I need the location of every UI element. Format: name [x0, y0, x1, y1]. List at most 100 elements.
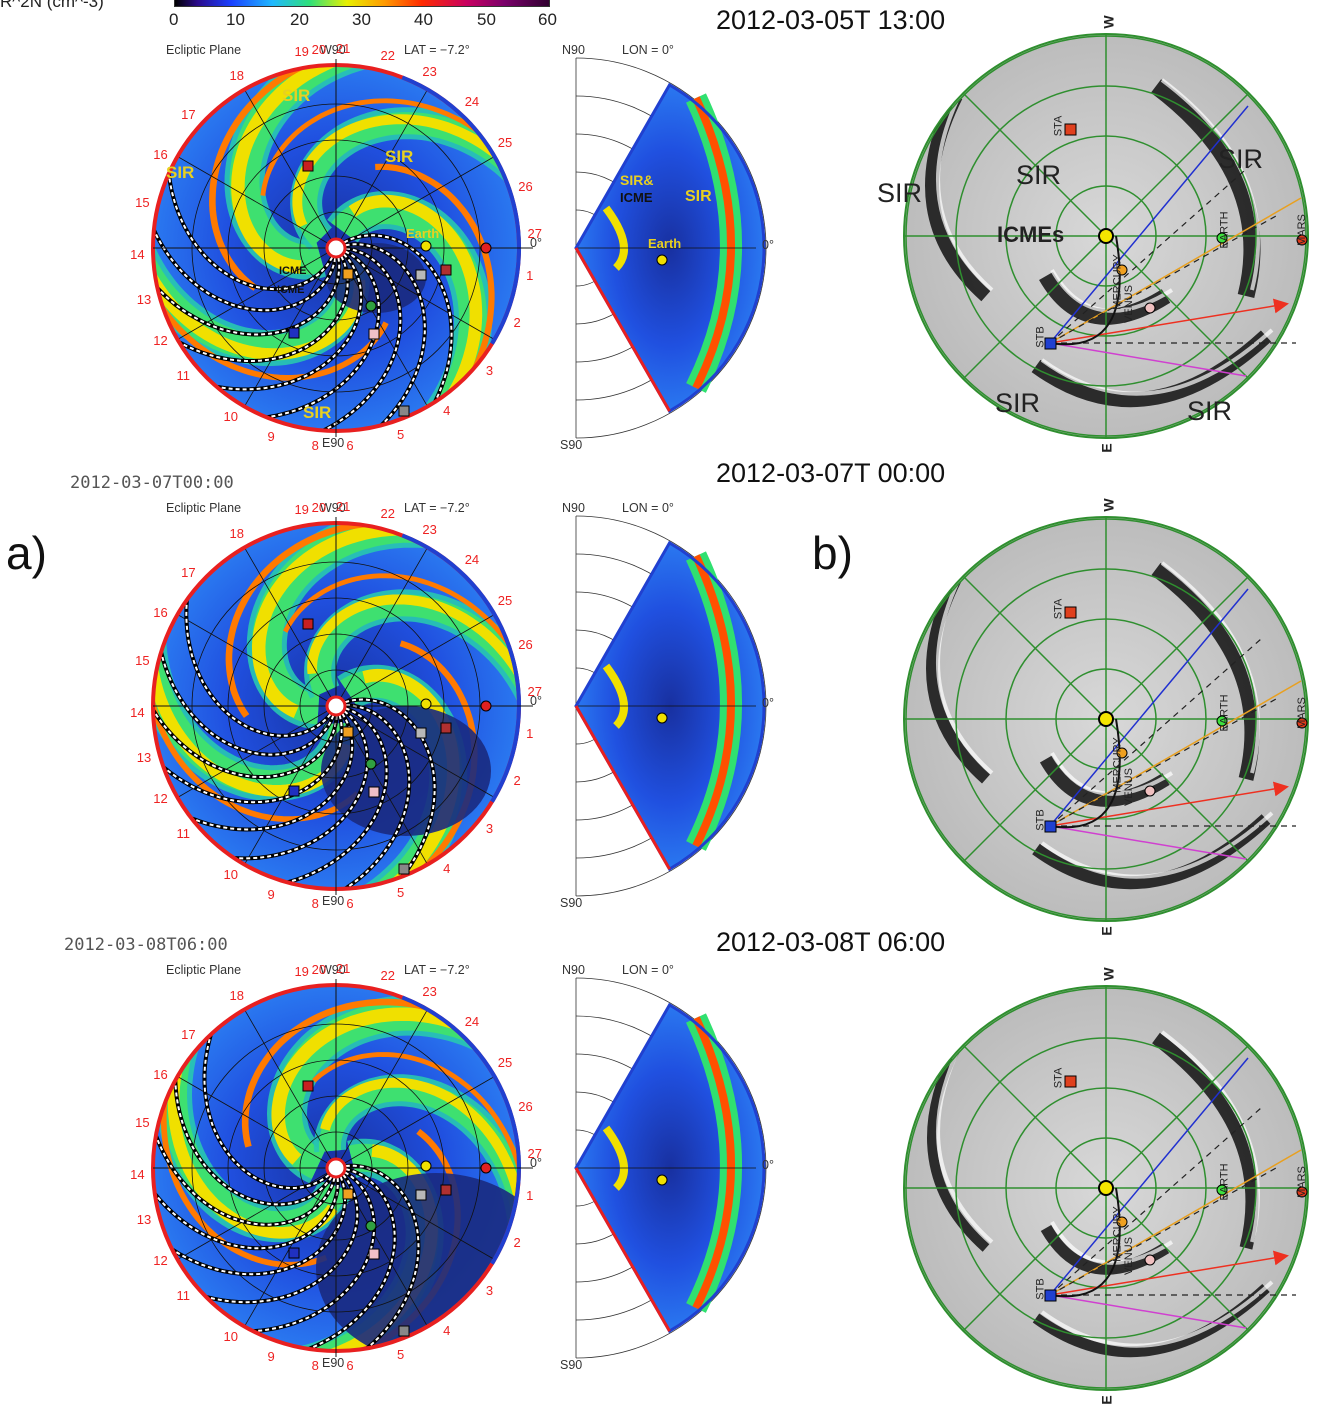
earth-marker — [420, 1160, 432, 1172]
carrington-label-18: 18 — [229, 987, 244, 1003]
earth-marker — [1216, 715, 1228, 727]
carrington-label-14: 14 — [130, 1166, 145, 1182]
lon-label: LON = 0° — [622, 963, 674, 977]
stereo-row-2 — [903, 516, 1309, 922]
carrington-label-26: 26 — [518, 636, 533, 652]
stb-marker — [288, 1247, 300, 1259]
carrington-label-25: 25 — [497, 134, 513, 150]
venus-label: VENUS — [1122, 768, 1135, 806]
field-line — [216, 253, 363, 391]
sta-label: STA — [1052, 598, 1065, 620]
carrington-label-3: 3 — [485, 362, 494, 378]
carrington-label-22: 22 — [380, 47, 395, 63]
merid-earth-marker — [656, 254, 668, 266]
colorbar-gradient — [174, 0, 550, 7]
stb-blue-line — [1049, 588, 1249, 827]
earth-label: EARTH — [1218, 1163, 1231, 1201]
field-line — [308, 1168, 396, 1350]
merid-icme — [602, 205, 628, 271]
carrington-label-6: 6 — [346, 438, 354, 454]
n90-label: N90 — [562, 963, 585, 977]
carrington-label-18: 18 — [229, 525, 244, 541]
field-line — [343, 234, 453, 403]
stb-magenta-line — [1049, 342, 1247, 377]
mars-marker — [480, 700, 492, 712]
mercury-marker — [342, 726, 354, 738]
w90-label: W90 — [320, 501, 346, 515]
merid-wedge-outline — [574, 82, 766, 414]
venus-label: VENUS — [1122, 285, 1135, 323]
density-front-edge — [1040, 811, 1274, 879]
merid-icme — [602, 663, 628, 729]
carrington-label-10: 10 — [223, 866, 238, 882]
enlil-earth-label: Earth — [406, 226, 440, 241]
ecliptic-plane-title: Ecliptic Plane — [166, 963, 242, 977]
field-line — [287, 707, 388, 884]
field-line — [345, 1164, 420, 1350]
meridional-wedge-row-1 — [574, 57, 767, 439]
mercury-marker — [342, 1188, 354, 1200]
enlil-sir-label-4: SIR — [303, 403, 332, 422]
stb-marker — [288, 327, 300, 339]
field-line — [153, 709, 338, 778]
merid-wedge-edge — [574, 247, 671, 412]
merid-wedge-edge — [574, 705, 671, 870]
e-direction-label: E — [1098, 926, 1115, 936]
venus-marker — [365, 300, 377, 312]
carrington-label-13: 13 — [136, 749, 152, 765]
field-line — [160, 651, 335, 756]
sir-arm-peak — [153, 197, 389, 381]
stb-blue-line — [1049, 1057, 1249, 1296]
e-direction-label: E — [1098, 443, 1115, 453]
sun-marker — [325, 237, 347, 259]
sta-marker — [1064, 1075, 1077, 1088]
meridional-wedge-row-3 — [574, 977, 767, 1359]
timestamp-a-row2: 2012-03-07T00:00 — [70, 473, 234, 493]
sun-marker — [1098, 1180, 1114, 1196]
density-front-edge — [1050, 752, 1174, 796]
merid-grid-arc — [575, 515, 767, 897]
density-front — [1151, 563, 1260, 781]
carrington-label-13: 13 — [136, 1211, 152, 1227]
stb-dashed-2 — [1049, 155, 1262, 344]
grid-spoke — [335, 1009, 428, 1169]
carrington-label-9: 9 — [267, 429, 275, 445]
ecliptic-plane-title: Ecliptic Plane — [166, 43, 242, 57]
probe-marker-2 — [440, 722, 452, 734]
carrington-label-23: 23 — [422, 64, 437, 80]
sir-arm-peak — [312, 1052, 519, 1286]
carrington-label-2: 2 — [513, 772, 521, 788]
field-line — [344, 704, 411, 889]
zero-deg-label: 0° — [530, 694, 542, 708]
stb-red-arrow — [1049, 1250, 1289, 1296]
density-front-edge — [936, 89, 994, 292]
enlil-sir-label-3: SIR — [166, 163, 195, 182]
timestamp-b-row1: 2012-03-05T 13:00 — [716, 5, 946, 35]
field-line — [185, 599, 332, 737]
enlil-icme-label-2: ICME — [277, 284, 305, 296]
carrington-label-15: 15 — [135, 195, 150, 211]
merid-wedge-edge — [574, 1167, 671, 1332]
merid-sir-core — [692, 1016, 735, 1310]
stb-ellipse-arc — [1049, 718, 1121, 829]
earth-marker — [420, 698, 432, 710]
w-direction-label: W — [1100, 498, 1117, 512]
density-front-edge — [1040, 1280, 1274, 1348]
sir-arm-peak — [209, 65, 413, 291]
sta-marker — [302, 1080, 314, 1092]
colorbar-tick-50: 50 — [477, 10, 496, 29]
stb-marker — [1044, 820, 1057, 833]
density-front — [926, 576, 990, 784]
carrington-label-17: 17 — [181, 1026, 196, 1042]
merid-zero-deg-label: 0° — [762, 1158, 774, 1172]
carrington-label-15: 15 — [135, 1115, 150, 1131]
icmes-label: ICMEs — [997, 222, 1065, 247]
density-front-edge — [1050, 269, 1174, 313]
venus-marker — [365, 1220, 377, 1232]
carrington-label-19: 19 — [294, 502, 309, 518]
colorbar: R^2N (cm^-3) 0 10 20 30 40 50 60 — [0, 0, 600, 36]
stb-marker — [1044, 1289, 1057, 1302]
enlil-ecliptic-row-2 — [151, 515, 767, 897]
mars-label: MARS — [1295, 697, 1308, 729]
carrington-label-27: 27 — [527, 226, 542, 242]
